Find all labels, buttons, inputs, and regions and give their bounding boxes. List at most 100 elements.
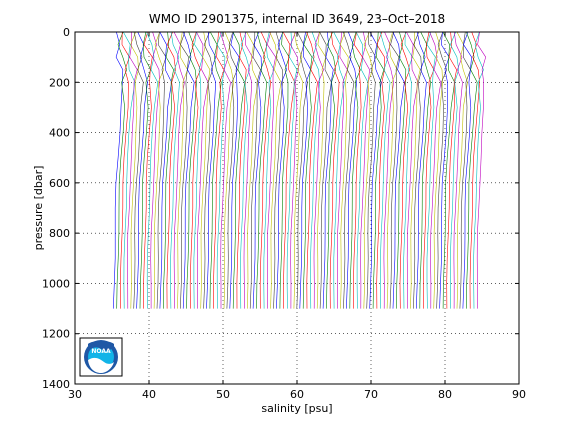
- profile-line: [383, 32, 394, 309]
- profile-line: [123, 32, 136, 309]
- profile-line: [143, 32, 153, 309]
- profile-line: [313, 32, 324, 309]
- noaa-logo: NOAA: [79, 337, 123, 377]
- logo-text: NOAA: [91, 348, 111, 355]
- profile-line: [133, 32, 144, 309]
- profile-line: [346, 32, 357, 309]
- profile-line: [150, 32, 160, 309]
- ticks: 30 40 50 60 70 80 90 0 200 400 600 800 1000 1200 1400: [42, 26, 526, 401]
- profile-line: [200, 32, 211, 309]
- x-tick-label: 90: [512, 388, 526, 401]
- profile-line: [302, 32, 313, 309]
- profile-line: [229, 32, 240, 309]
- profile-line: [223, 32, 234, 309]
- profile-line: [159, 32, 172, 309]
- profile-line: [113, 32, 124, 309]
- profile-line: [296, 32, 308, 309]
- profile-line: [333, 32, 345, 309]
- profile-line: [416, 32, 427, 309]
- profile-line: [363, 32, 374, 309]
- profile-line: [462, 32, 472, 309]
- profile-line: [263, 32, 275, 309]
- profile-line: [476, 32, 487, 309]
- profile-line: [349, 32, 361, 309]
- profile-line: [249, 32, 261, 309]
- profile-line: [206, 32, 217, 309]
- profile-line: [196, 32, 209, 309]
- profile-line: [392, 32, 405, 309]
- x-axis-label: salinity [psu]: [261, 402, 332, 415]
- profile-line: [433, 32, 443, 309]
- profile-line: [259, 32, 271, 309]
- profile-line: [189, 32, 201, 309]
- profile-line: [389, 32, 400, 309]
- profile-line: [329, 32, 340, 309]
- logo-bird-shape: [88, 341, 114, 352]
- profile-line: [136, 32, 148, 309]
- profile-line: [139, 32, 152, 309]
- profile-line: [127, 32, 138, 309]
- profile-line: [372, 32, 385, 309]
- profile-line: [213, 32, 225, 309]
- profile-line: [266, 32, 276, 309]
- profile-line: [130, 32, 139, 309]
- profile-line: [426, 32, 436, 309]
- profile-line: [406, 32, 419, 309]
- profile-line: [276, 32, 288, 309]
- profile-line: [360, 32, 370, 309]
- logo-wave-shape: [88, 357, 114, 373]
- grid: [75, 32, 519, 384]
- profile-line: [286, 32, 298, 309]
- profile-line: [469, 32, 480, 309]
- profile-line: [226, 32, 238, 309]
- x-tick-label: 60: [290, 388, 304, 401]
- profile-line: [240, 32, 251, 309]
- y-tick-label: 600: [49, 177, 70, 190]
- y-tick-label: 0: [63, 26, 70, 39]
- profile-line: [203, 32, 214, 309]
- profile-line: [339, 32, 349, 309]
- profiles: [113, 32, 487, 309]
- x-tick-label: 30: [68, 388, 82, 401]
- profile-line: [336, 32, 348, 309]
- profile-line: [326, 32, 337, 309]
- profile-line: [173, 32, 185, 309]
- profile-line: [355, 32, 369, 309]
- profile-line: [369, 32, 382, 309]
- profile-line: [399, 32, 411, 309]
- profile-line: [216, 32, 226, 309]
- profile-line: [442, 32, 455, 309]
- profile-line: [209, 32, 222, 309]
- x-tick-label: 80: [438, 388, 452, 401]
- x-tick-label: 50: [216, 388, 230, 401]
- profile-line: [456, 32, 468, 309]
- profile-line: [170, 32, 180, 309]
- y-tick-label: 200: [49, 76, 70, 89]
- x-tick-label: 70: [364, 388, 378, 401]
- profile-line: [322, 32, 334, 309]
- profile-line: [419, 32, 431, 309]
- profile-line: [282, 32, 296, 309]
- profile-line: [423, 32, 435, 309]
- profile-line: [232, 32, 246, 309]
- profile-line: [180, 32, 189, 309]
- chart-title: WMO ID 2901375, internal ID 3649, 23–Oct…: [149, 12, 445, 26]
- profile-line: [293, 32, 304, 309]
- y-tick-label: 1200: [42, 328, 70, 341]
- profile-line: [353, 32, 363, 309]
- profile-line: [319, 32, 332, 309]
- y-tick-label: 1000: [42, 277, 70, 290]
- profile-line: [269, 32, 282, 309]
- y-tick-label: 800: [49, 227, 70, 240]
- profile-line: [163, 32, 174, 309]
- profile-line: [473, 32, 484, 309]
- profile-line: [410, 32, 421, 309]
- y-axis-label: pressure [dbar]: [32, 166, 45, 251]
- profile-line: [186, 32, 197, 309]
- profile-line: [459, 32, 471, 309]
- x-tick-label: 40: [142, 388, 156, 401]
- profile-line: [310, 32, 320, 309]
- profile-line: [316, 32, 327, 309]
- profile-line: [436, 32, 448, 309]
